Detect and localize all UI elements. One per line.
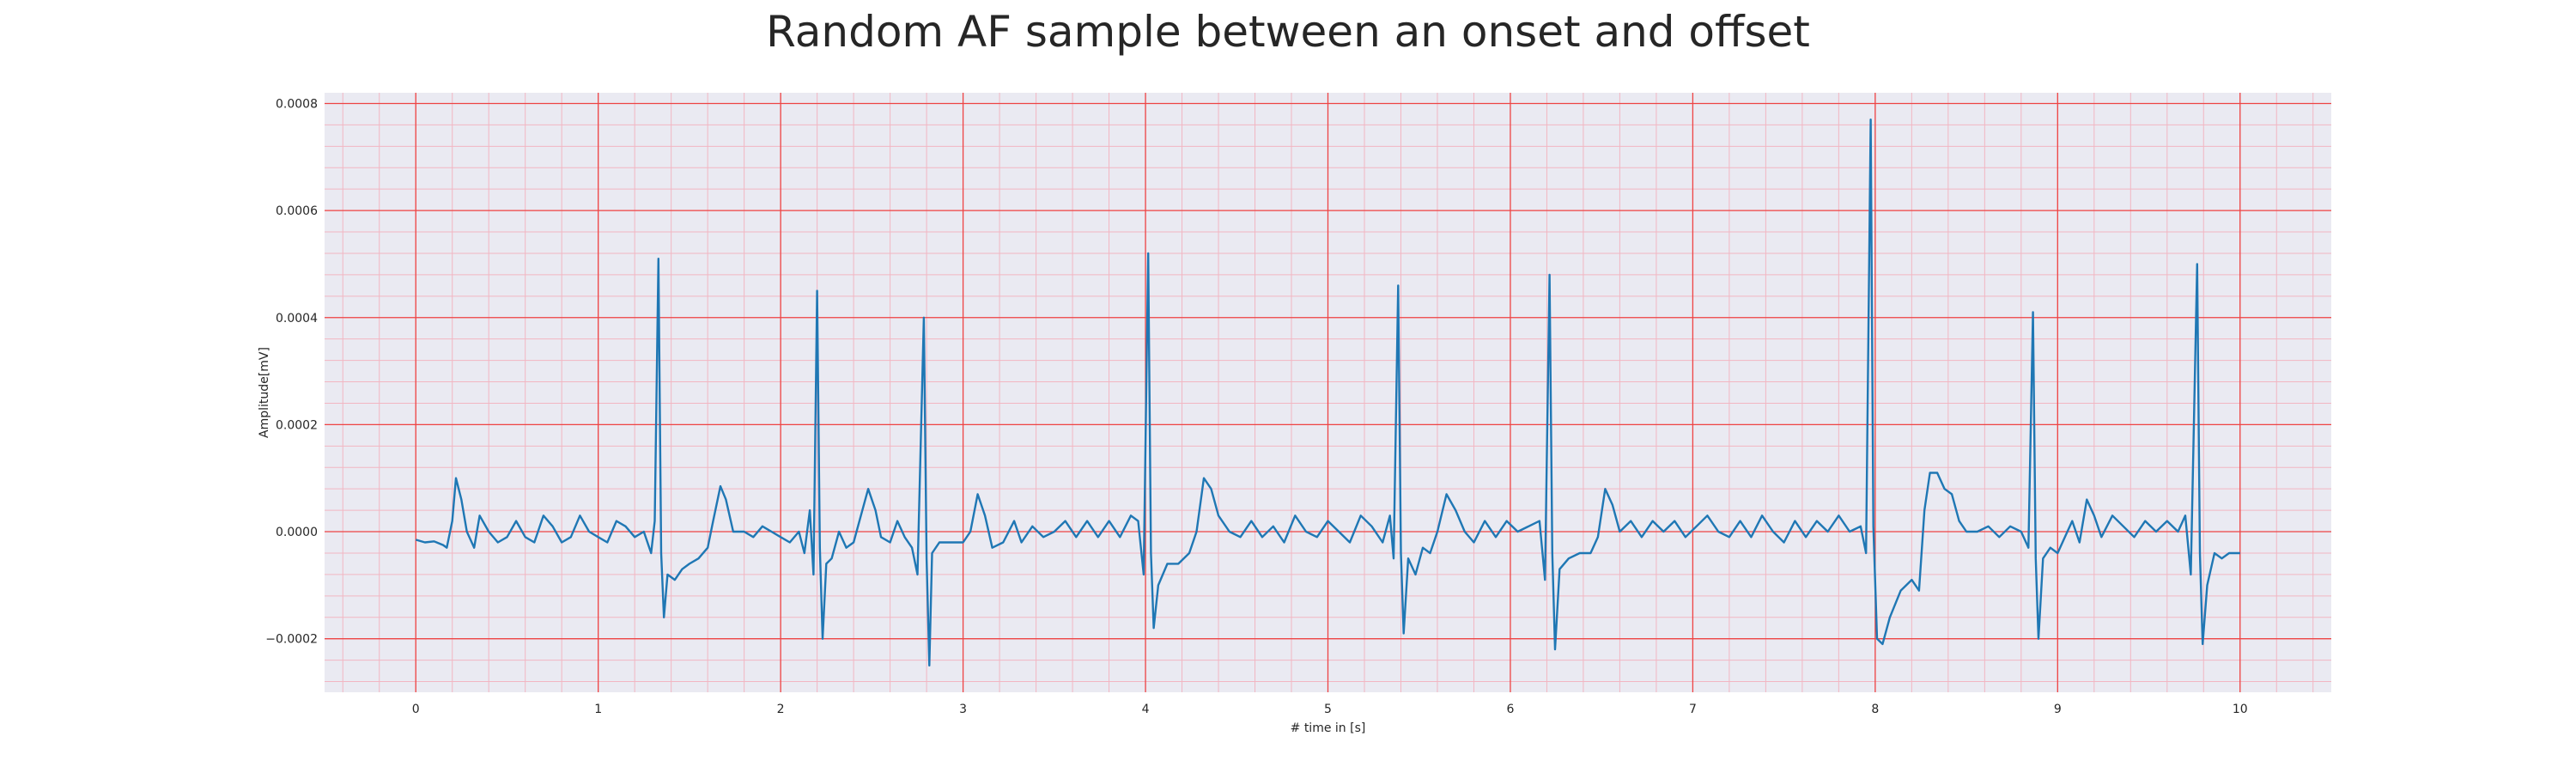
x-tick-label: 9 [2054,703,2062,716]
y-tick-label: 0.0002 [276,418,318,432]
x-tick-label: 3 [959,703,967,716]
y-tick-label: 0.0006 [276,204,318,218]
x-tick-label: 4 [1142,703,1150,716]
x-tick-label: 10 [2233,703,2248,716]
y-tick-label: −0.0002 [265,633,318,647]
x-tick-labels: 0 1 2 3 4 5 6 7 8 9 10 [412,703,2248,716]
x-tick-label: 1 [594,703,602,716]
y-tick-label: 0.0000 [276,526,318,539]
x-tick-label: 5 [1324,703,1332,716]
x-tick-label: 0 [412,703,420,716]
x-tick-label: 8 [1871,703,1879,716]
x-tick-label: 2 [777,703,785,716]
y-axis-label: Amplitude[mV] [258,347,271,438]
chart-title: Random AF sample between an onset and of… [766,7,1810,57]
y-tick-labels: −0.0002 0.0000 0.0002 0.0004 0.0006 0.0008 [265,97,318,646]
series-line-ecg [415,118,2240,666]
x-axis-label: # time in [s] [1291,721,1366,735]
x-tick-label: 7 [1689,703,1697,716]
y-tick-label: 0.0008 [276,97,318,111]
y-tick-label: 0.0004 [276,312,318,326]
x-tick-label: 6 [1506,703,1514,716]
